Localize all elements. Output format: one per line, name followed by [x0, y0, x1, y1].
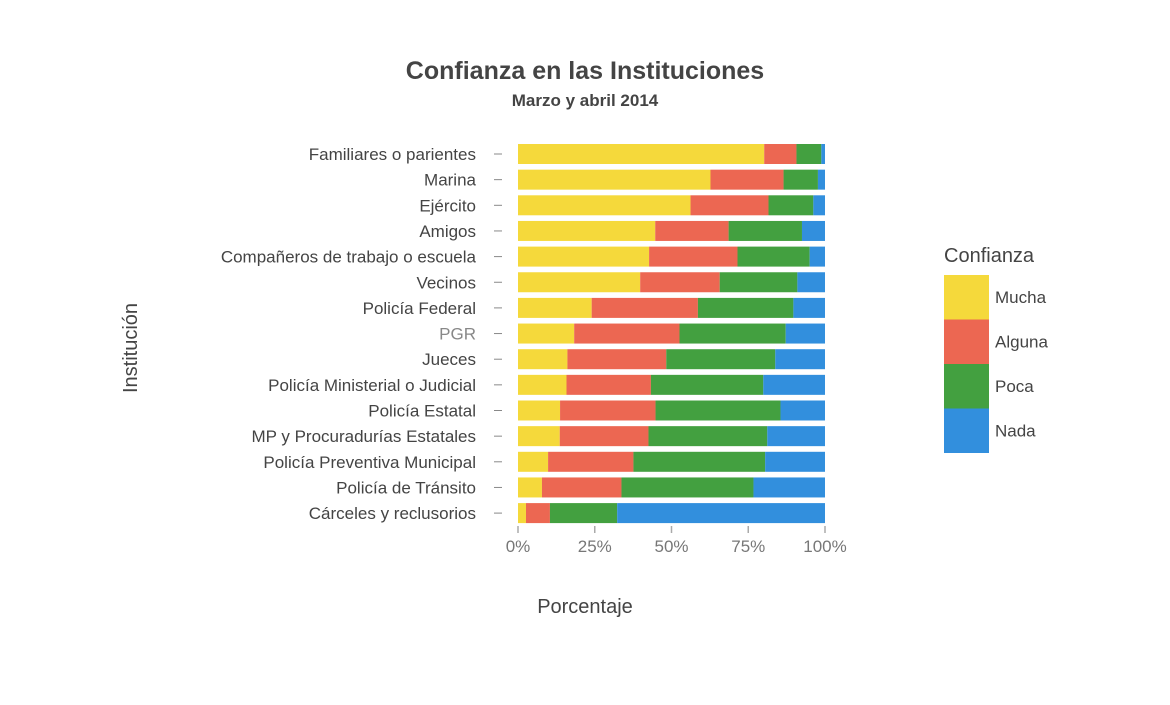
legend-swatch-poca	[944, 364, 989, 409]
bar-alguna-4	[649, 246, 738, 267]
y-tick-label: MP y Procuradurías Estatales	[251, 427, 476, 446]
bar-nada-9	[763, 374, 825, 395]
legend-label: Poca	[995, 377, 1034, 396]
bar-alguna-3	[655, 220, 729, 241]
bar-nada-4	[809, 246, 825, 267]
bar-mucha-9	[518, 374, 567, 395]
bar-poca-10	[655, 400, 781, 421]
y-tick-label: Jueces	[422, 350, 476, 369]
bar-nada-11	[767, 426, 825, 447]
y-tick-label: Ejército	[419, 196, 476, 215]
bar-mucha-10	[518, 400, 561, 421]
legend-label: Mucha	[995, 288, 1047, 307]
bar-poca-6	[697, 297, 794, 318]
y-tick-label: Policía Estatal	[368, 402, 476, 421]
bar-alguna-9	[566, 374, 651, 395]
bar-poca-8	[666, 349, 776, 370]
legend: Confianza Mucha Alguna Poca Nada	[944, 245, 1048, 453]
bar-poca-2	[768, 195, 814, 216]
legend-title: Confianza	[944, 245, 1035, 267]
bar-nada-14	[617, 503, 825, 524]
bar-mucha-5	[518, 272, 641, 293]
chart-subtitle: Marzo y abril 2014	[512, 91, 659, 110]
bar-alguna-14	[525, 503, 550, 524]
y-tick-label: Amigos	[419, 222, 476, 241]
bar-mucha-13	[518, 477, 542, 498]
bar-poca-5	[719, 272, 798, 293]
bar-alguna-0	[764, 144, 797, 164]
bar-mucha-11	[518, 426, 560, 447]
bar-mucha-4	[518, 246, 650, 267]
bar-nada-0	[821, 144, 825, 164]
legend-swatch-nada	[944, 408, 989, 453]
bar-nada-7	[785, 323, 825, 344]
bar-mucha-6	[518, 297, 592, 318]
bar-poca-13	[621, 477, 754, 498]
x-tick-label: 25%	[578, 537, 612, 556]
y-tick-label: PGR	[439, 325, 476, 344]
bar-mucha-0	[518, 144, 765, 164]
legend-label: Nada	[995, 422, 1036, 441]
bar-poca-3	[728, 220, 802, 241]
bar-alguna-10	[560, 400, 656, 421]
bar-mucha-2	[518, 195, 691, 216]
x-tick-label: 50%	[654, 537, 688, 556]
bar-nada-1	[817, 169, 825, 190]
legend-swatch-alguna	[944, 319, 989, 364]
y-tick-label: Familiares o parientes	[309, 145, 476, 164]
bar-alguna-11	[559, 426, 649, 447]
y-tick-label: Marina	[424, 171, 477, 190]
y-tick-label: Policía Preventiva Municipal	[263, 453, 476, 472]
x-tick-label: 100%	[803, 537, 846, 556]
bar-nada-12	[765, 451, 825, 472]
bar-alguna-6	[591, 297, 698, 318]
bar-poca-4	[737, 246, 810, 267]
bar-alguna-5	[640, 272, 720, 293]
chart-title: Confianza en las Instituciones	[406, 57, 764, 85]
legend-swatch-mucha	[944, 275, 989, 320]
bar-poca-9	[650, 374, 764, 395]
bar-mucha-12	[518, 451, 549, 472]
bar-poca-12	[633, 451, 766, 472]
y-tick-label: Policía Ministerial o Judicial	[268, 376, 476, 395]
y-tick-label: Policía de Tránsito	[336, 478, 476, 497]
y-tick-label: Policía Federal	[363, 299, 476, 318]
bar-alguna-8	[567, 349, 667, 370]
x-tick-label: 75%	[731, 537, 765, 556]
bar-poca-0	[796, 144, 822, 164]
bar-nada-13	[753, 477, 825, 498]
bar-alguna-7	[574, 323, 680, 344]
bar-mucha-7	[518, 323, 575, 344]
bar-alguna-12	[548, 451, 634, 472]
bar-nada-5	[797, 272, 825, 293]
bar-mucha-8	[518, 349, 568, 370]
x-axis-label: Porcentaje	[537, 596, 633, 618]
bar-nada-8	[775, 349, 825, 370]
bar-alguna-13	[541, 477, 622, 498]
x-tick-label: 0%	[506, 537, 531, 556]
bar-alguna-1	[710, 169, 784, 190]
y-tick-label: Compañeros de trabajo o escuela	[221, 248, 477, 267]
bar-nada-2	[813, 195, 825, 216]
bar-poca-14	[549, 503, 618, 524]
y-tick-label: Vecinos	[416, 273, 476, 292]
bar-nada-3	[801, 220, 825, 241]
bar-mucha-14	[518, 503, 526, 524]
bar-poca-11	[648, 426, 768, 447]
bar-alguna-2	[690, 195, 769, 216]
bar-nada-6	[793, 297, 825, 318]
bar-poca-7	[679, 323, 786, 344]
legend-label: Alguna	[995, 333, 1048, 352]
bar-mucha-3	[518, 220, 656, 241]
bar-poca-1	[783, 169, 818, 190]
y-axis-label: Institución	[120, 303, 142, 393]
bar-nada-10	[780, 400, 825, 421]
bar-mucha-1	[518, 169, 711, 190]
y-tick-label: Cárceles y reclusorios	[309, 504, 476, 523]
